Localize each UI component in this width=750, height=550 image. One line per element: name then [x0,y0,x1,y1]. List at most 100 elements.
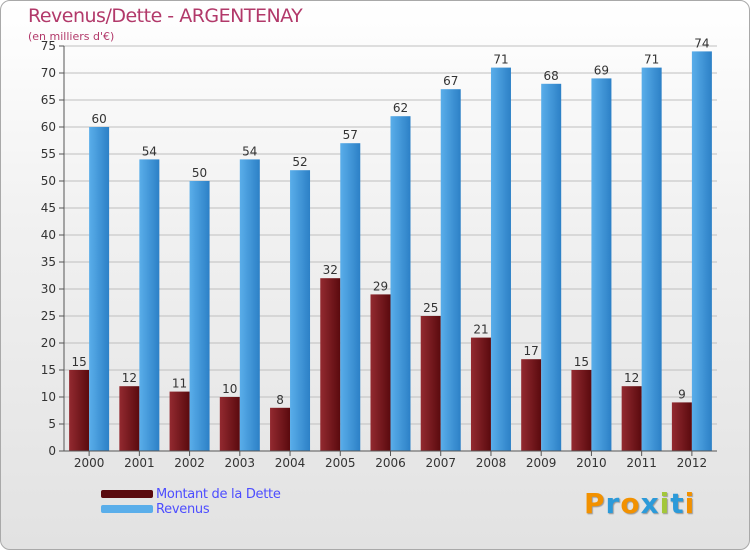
data-label-dette: 21 [473,323,488,337]
x-tick-label: 2001 [124,456,155,470]
y-tick-label: 35 [41,255,56,269]
bar-revenus [239,159,260,451]
data-label-revenus: 54 [142,144,157,158]
chart-subtitle: (en milliers d'€) [28,30,115,43]
bar-dette [420,316,441,451]
bar-revenus [641,67,662,451]
data-label-revenus: 67 [443,74,458,88]
x-axis-ticks: 2000 2001 2002 2003 2004 2005 2006 2007 2008 2009… [74,451,707,470]
proxiti-logo: Proxiti [584,487,695,520]
bar-dette [571,370,592,451]
data-label-revenus: 62 [393,101,408,115]
x-tick-label: 2010 [576,456,607,470]
bar-revenus [390,116,411,451]
x-tick-label: 2008 [476,456,507,470]
y-tick-label: 0 [48,444,56,458]
bar-dette [169,391,190,451]
data-label-revenus: 57 [343,128,358,142]
bars [69,51,712,452]
y-tick-label: 75 [41,39,56,53]
data-label-revenus: 69 [594,63,609,77]
bar-dette [320,278,341,451]
bar-dette [521,359,542,451]
data-label-dette: 32 [323,263,338,277]
x-tick-label: 2002 [174,456,205,470]
legend-label-revenus: Revenus [156,502,210,517]
data-label-revenus: 60 [91,112,106,126]
bar-revenus [89,127,110,451]
data-label-dette: 11 [172,377,187,391]
data-label-revenus: 50 [192,166,207,180]
y-tick-label: 40 [41,228,56,242]
y-tick-label: 70 [41,66,56,80]
data-label-dette: 12 [122,371,137,385]
x-tick-label: 2012 [677,456,708,470]
bar-dette [370,294,391,451]
logo-letter: i [659,487,671,520]
y-tick-label: 60 [41,120,56,134]
y-tick-label: 20 [41,336,56,350]
data-labels: 15 60 12 54 11 50 10 54 8 52 32 57 29 62 25 67 21 71 17 68 1… [71,36,709,406]
x-tick-label: 2004 [275,456,306,470]
x-tick-label: 2006 [375,456,406,470]
bar-dette [671,402,692,451]
logo-letter: t [670,487,685,520]
x-tick-label: 2005 [325,456,356,470]
logo-letter: r [605,487,621,520]
data-label-dette: 15 [574,355,589,369]
logo-letter: P [584,487,606,520]
y-tick-label: 30 [41,282,56,296]
bar-dette [219,397,240,451]
bar-revenus [591,78,612,452]
bar-revenus [139,159,160,451]
data-label-revenus: 74 [694,36,709,50]
data-label-dette: 17 [524,344,539,358]
logo-letter: o [620,487,641,520]
data-label-dette: 12 [624,371,639,385]
data-label-dette: 15 [71,355,86,369]
legend-swatch-revenus [101,505,153,513]
y-tick-label: 15 [41,363,56,377]
bar-revenus [490,67,511,451]
data-label-dette: 25 [423,301,438,315]
y-tick-label: 50 [41,174,56,188]
data-label-revenus: 71 [493,53,508,67]
bar-revenus [340,143,361,451]
y-axis-ticks: 0 5 10 15 20 25 30 35 40 45 50 55 60 65 70 75 [41,39,64,458]
data-label-dette: 8 [276,393,284,407]
data-label-revenus: 52 [292,155,307,169]
x-tick-label: 2009 [526,456,557,470]
bar-revenus [440,89,461,451]
data-label-revenus: 71 [644,53,659,67]
bar-dette [69,370,90,451]
x-tick-label: 2003 [225,456,256,470]
logo-letter: x [640,487,660,520]
y-tick-label: 55 [41,147,56,161]
bar-revenus [691,51,712,452]
bar-dette [621,386,642,451]
y-tick-label: 10 [41,390,56,404]
y-tick-label: 5 [48,417,56,431]
bar-revenus [290,170,311,451]
legend-label-dette: Montant de la Dette [156,487,281,502]
legend-swatch-dette [101,490,153,498]
y-tick-label: 45 [41,201,56,215]
y-tick-label: 25 [41,309,56,323]
bar-dette [270,407,291,451]
data-label-dette: 10 [222,382,237,396]
logo-letter: i [684,487,696,520]
data-label-revenus: 54 [242,144,257,158]
chart-title: Revenus/Dette - ARGENTENAY [28,5,303,27]
x-tick-label: 2011 [626,456,657,470]
bar-dette [470,337,491,451]
bar-dette [119,386,140,451]
bar-revenus [541,83,562,452]
x-tick-label: 2000 [74,456,105,470]
data-label-dette: 29 [373,279,388,293]
y-tick-label: 65 [41,93,56,107]
x-tick-label: 2007 [425,456,456,470]
data-label-dette: 9 [678,387,686,401]
bar-revenus [189,181,210,451]
